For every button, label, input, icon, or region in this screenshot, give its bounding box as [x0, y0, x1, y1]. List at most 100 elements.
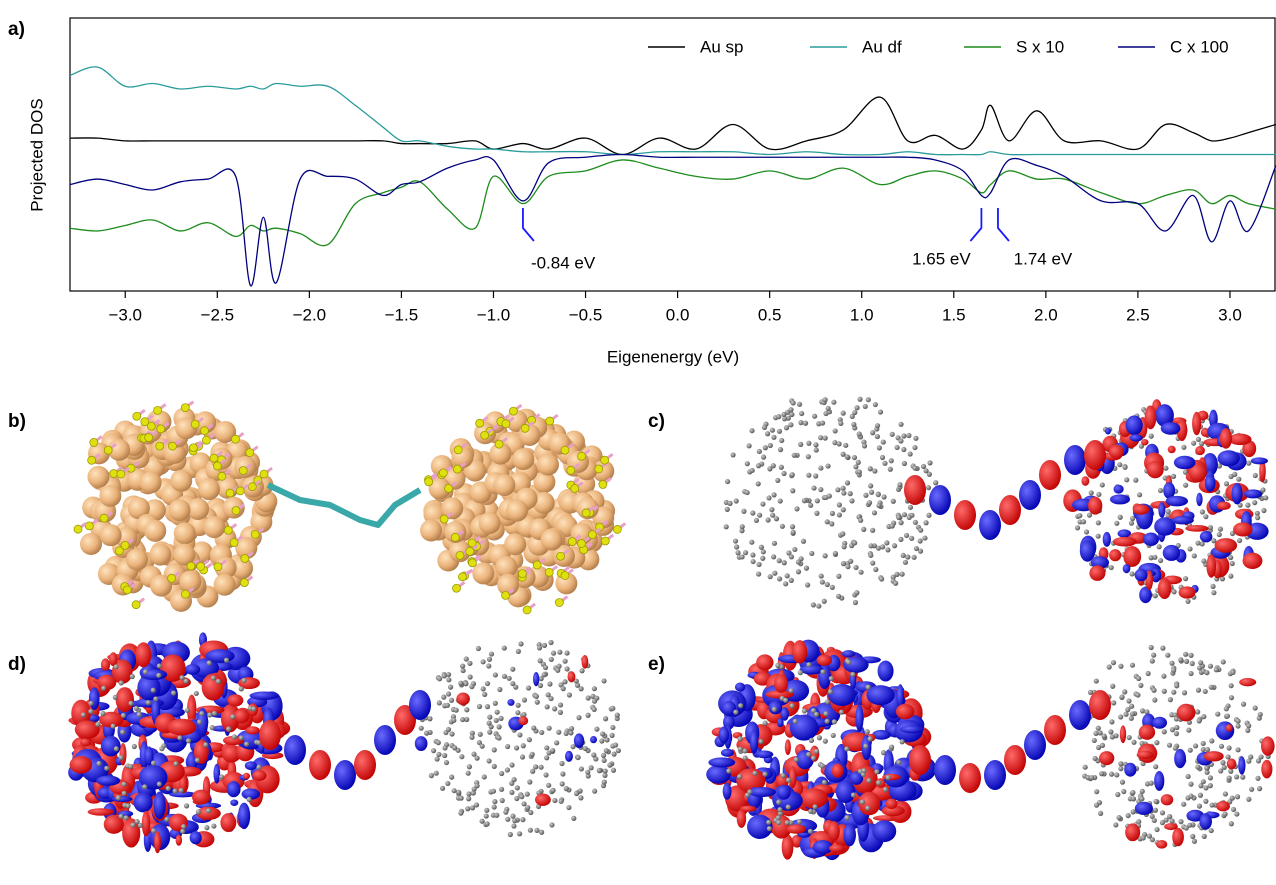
atom	[556, 663, 562, 669]
sulfur	[444, 483, 453, 493]
atom	[724, 506, 730, 512]
atom	[857, 396, 863, 402]
atom	[515, 710, 521, 716]
atom	[827, 689, 834, 695]
atom	[420, 519, 443, 542]
atom	[498, 786, 505, 792]
series-line	[70, 153, 1276, 287]
atom	[505, 743, 511, 750]
atom	[1236, 476, 1242, 482]
atom	[480, 686, 486, 692]
orbital-lobe	[1238, 756, 1246, 775]
orbital-lobe	[718, 726, 730, 744]
atom	[814, 510, 820, 516]
orbital-lobe	[781, 834, 794, 860]
atom	[121, 781, 127, 787]
atom	[1169, 660, 1175, 666]
orbital-lobe	[99, 711, 124, 728]
atom	[844, 746, 850, 752]
orbital-lobe	[828, 683, 856, 706]
atom	[493, 717, 499, 724]
atom	[891, 543, 898, 549]
atom	[525, 804, 531, 811]
atom	[829, 584, 835, 591]
orbital-lobe	[567, 671, 576, 683]
atom	[1082, 764, 1088, 770]
orbital-lobe	[1214, 538, 1238, 553]
atom	[436, 751, 442, 758]
atom	[458, 810, 464, 816]
atom	[593, 756, 599, 762]
atom	[1152, 554, 1158, 560]
atom	[865, 397, 871, 403]
atom	[1198, 783, 1204, 789]
orbital-lobe	[1099, 751, 1115, 766]
atom	[1099, 742, 1106, 749]
atom	[87, 465, 110, 488]
x-tick-label: 3.0	[1218, 305, 1242, 324]
atom	[819, 420, 826, 426]
orbital-lobe	[776, 784, 791, 800]
atom	[536, 453, 559, 476]
atom	[507, 831, 513, 838]
sulfur	[223, 525, 233, 535]
atom	[757, 512, 763, 518]
atom	[600, 731, 606, 737]
atom	[550, 787, 556, 793]
atom	[180, 828, 186, 834]
atom	[1252, 499, 1258, 506]
atom	[1207, 663, 1214, 669]
atom	[473, 802, 480, 808]
atom	[481, 774, 487, 780]
atom	[142, 669, 149, 675]
atom	[734, 544, 740, 550]
orbital-lobe	[799, 788, 828, 809]
orbital-lobe	[1261, 736, 1275, 756]
atom	[241, 677, 247, 684]
atom	[831, 399, 837, 405]
atom	[771, 492, 777, 498]
atom	[788, 688, 794, 694]
atom	[903, 532, 910, 539]
atom	[113, 746, 119, 752]
atom	[435, 740, 441, 746]
panel-label: c)	[648, 411, 665, 432]
atom	[95, 721, 101, 727]
atom	[913, 435, 919, 441]
atom	[1131, 739, 1137, 745]
atom	[1198, 660, 1204, 666]
atom	[1171, 589, 1177, 595]
atom	[901, 460, 908, 467]
orbital-lobe	[1195, 445, 1205, 456]
atom	[607, 762, 613, 768]
atom	[925, 485, 932, 491]
atom	[433, 770, 439, 776]
atom	[532, 491, 555, 514]
atom	[441, 694, 447, 700]
atom	[767, 442, 773, 449]
atom	[499, 797, 505, 804]
atom	[1173, 716, 1180, 722]
atom	[824, 581, 830, 588]
atom	[871, 510, 878, 516]
atom	[1223, 481, 1230, 487]
atom	[789, 411, 795, 418]
atom	[173, 543, 196, 566]
atom	[897, 481, 903, 488]
atom	[179, 570, 202, 593]
atom	[792, 546, 798, 553]
atom	[185, 738, 192, 744]
atom	[863, 492, 869, 498]
atom	[578, 686, 584, 692]
sulfur	[155, 441, 165, 451]
atom	[836, 593, 842, 599]
atom	[496, 735, 502, 741]
orbital-lobe	[1176, 703, 1196, 722]
atom	[836, 502, 842, 508]
atom	[790, 400, 796, 406]
atom	[170, 469, 193, 492]
atom	[840, 485, 846, 491]
atom	[1191, 440, 1197, 446]
sulfur	[598, 480, 608, 489]
atom	[1204, 769, 1210, 775]
